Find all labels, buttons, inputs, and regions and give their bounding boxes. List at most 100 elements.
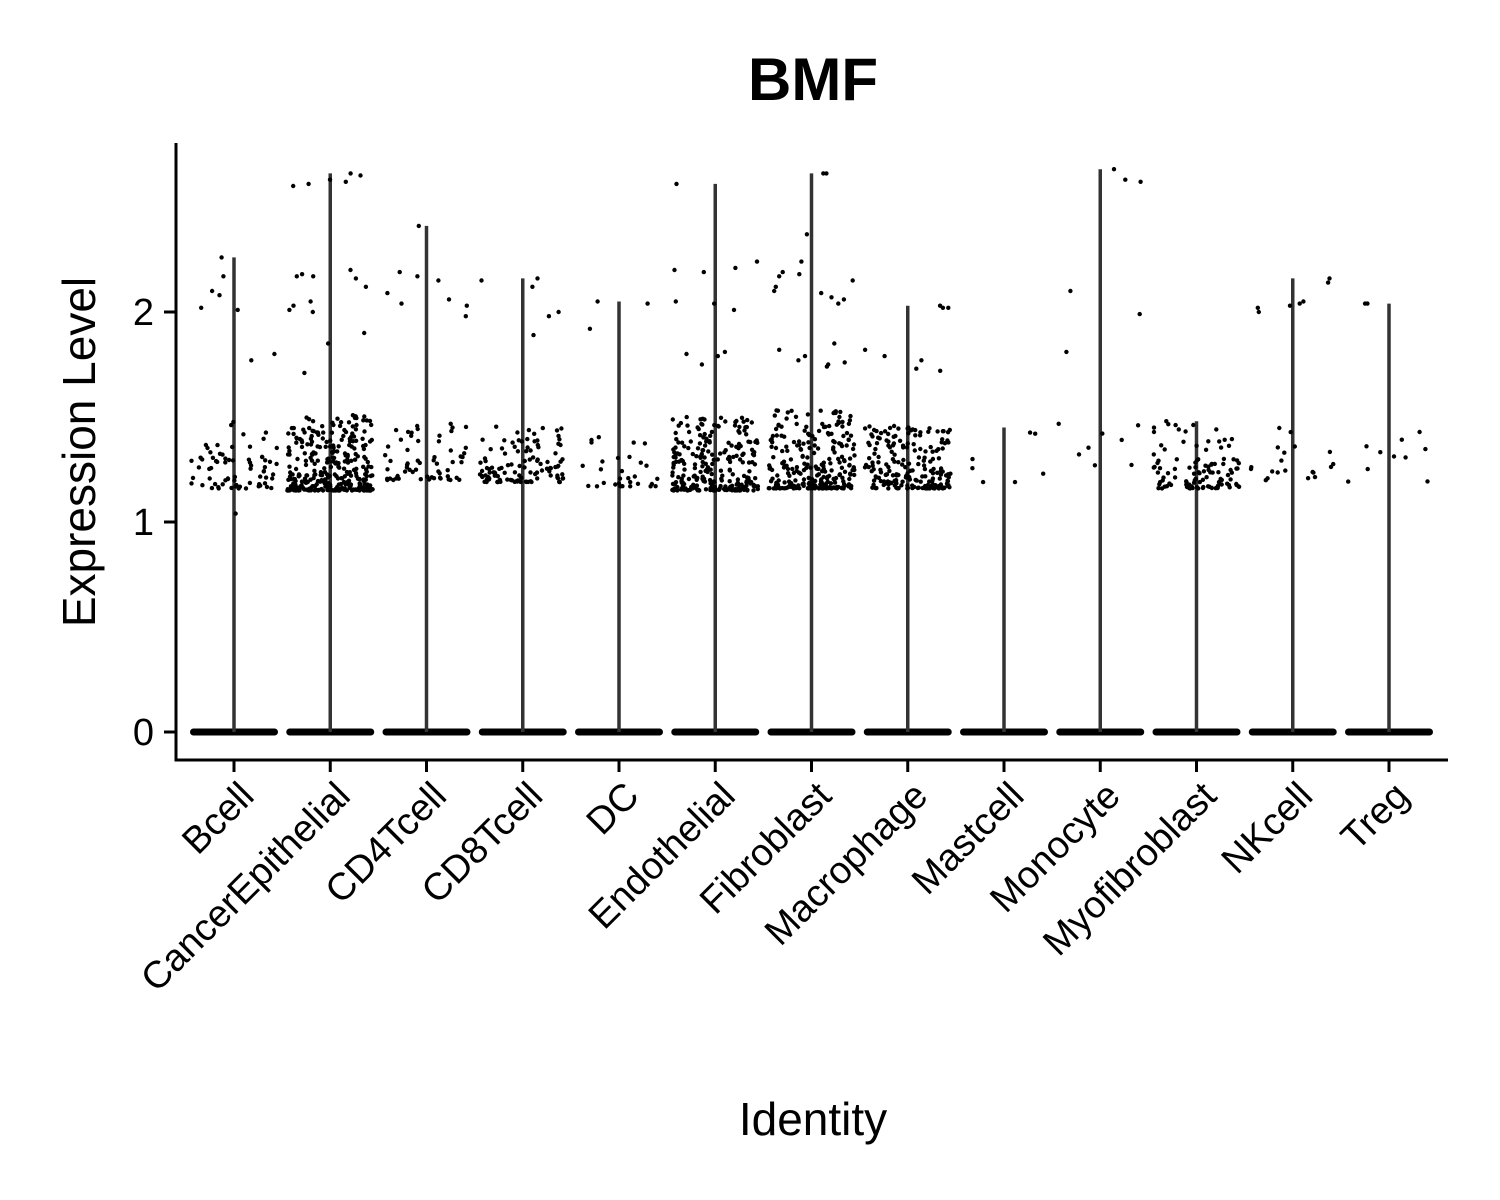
data-point: [247, 460, 253, 465]
data-point: [196, 465, 202, 470]
data-point: [354, 466, 359, 471]
data-point: [701, 435, 706, 440]
data-point: [895, 486, 900, 491]
data-point: [942, 485, 947, 491]
data-point: [208, 450, 213, 455]
data-point: [776, 423, 781, 428]
data-point: [737, 457, 743, 462]
data-point: [928, 468, 934, 474]
data-point: [528, 448, 533, 453]
data-point: [189, 458, 194, 463]
data-point: [1282, 450, 1287, 455]
data-point: [627, 454, 632, 460]
data-point: [804, 465, 809, 471]
data-point: [302, 451, 307, 456]
data-point: [531, 332, 536, 338]
data-point: [718, 415, 724, 420]
data-point: [415, 274, 420, 279]
data-point: [1312, 474, 1318, 480]
data-point: [715, 457, 720, 462]
data-point: [873, 486, 878, 491]
data-point: [446, 297, 452, 302]
data-point: [913, 477, 918, 483]
data-point: [806, 485, 812, 491]
data-point: [207, 466, 212, 472]
data-point: [676, 475, 681, 480]
data-point: [841, 458, 847, 463]
data-point: [889, 449, 894, 454]
data-point: [772, 413, 777, 418]
data-point: [936, 447, 941, 452]
data-point: [358, 173, 363, 178]
data-point: [320, 436, 325, 441]
data-point: [793, 414, 799, 419]
data-point: [330, 450, 335, 455]
data-point: [870, 485, 875, 490]
data-point: [808, 465, 813, 470]
data-point: [904, 473, 909, 479]
data-point: [322, 470, 328, 475]
data-point: [454, 475, 459, 480]
data-point: [1129, 462, 1134, 468]
data-point: [701, 269, 706, 275]
data-point: [446, 477, 451, 482]
data-point: [935, 429, 940, 434]
data-point: [1399, 437, 1405, 442]
data-point: [555, 475, 560, 480]
data-point: [834, 484, 839, 490]
data-point: [690, 486, 695, 491]
data-point: [1192, 478, 1198, 483]
data-point: [324, 460, 330, 465]
data-point: [841, 485, 846, 491]
data-point: [754, 259, 760, 264]
data-point: [710, 452, 715, 457]
data-point: [463, 445, 468, 450]
data-point: [297, 488, 302, 493]
data-point: [900, 479, 905, 484]
data-point: [672, 267, 677, 273]
data-point: [291, 303, 296, 308]
data-point: [529, 479, 534, 485]
data-point: [887, 468, 892, 474]
data-point: [274, 445, 279, 451]
data-point: [812, 437, 818, 442]
data-point: [746, 460, 752, 465]
data-point: [353, 427, 359, 432]
data-point: [312, 472, 317, 478]
data-point: [525, 479, 531, 485]
data-point: [749, 420, 754, 425]
data-point: [823, 424, 828, 429]
data-point: [837, 460, 842, 465]
data-point: [807, 445, 812, 451]
data-point: [1235, 466, 1240, 471]
data-point: [349, 458, 354, 463]
data-point: [777, 274, 782, 279]
data-point: [301, 427, 306, 432]
data-point: [1027, 430, 1033, 435]
data-point: [782, 480, 787, 485]
data-point: [773, 445, 779, 451]
data-point: [847, 418, 853, 423]
data-point: [367, 439, 373, 444]
data-point: [712, 422, 717, 428]
data-point: [684, 414, 689, 420]
data-point: [515, 449, 521, 454]
data-point: [848, 413, 853, 419]
data-point: [718, 451, 723, 456]
data-point: [313, 451, 318, 456]
data-point: [739, 482, 744, 487]
data-point: [189, 481, 194, 486]
data-point: [727, 479, 732, 484]
data-point: [306, 486, 312, 492]
data-point: [619, 468, 625, 474]
data-point: [560, 472, 565, 477]
data-point: [776, 478, 781, 483]
data-point: [1210, 470, 1215, 475]
data-point: [269, 485, 274, 491]
data-point: [839, 465, 845, 470]
data-point: [928, 459, 933, 464]
data-point: [814, 466, 819, 471]
data-point: [802, 428, 807, 433]
data-point: [708, 481, 713, 486]
y-axis: 0 1 2: [133, 143, 178, 760]
